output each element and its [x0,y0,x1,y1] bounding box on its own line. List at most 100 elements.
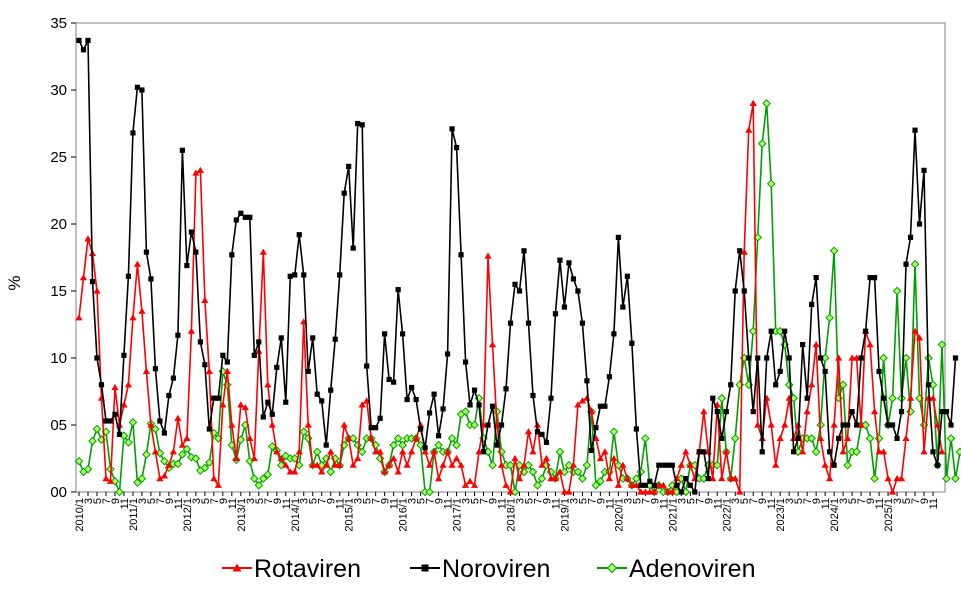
data-point-noroviren [701,449,707,455]
data-point-rotaviren [214,481,222,488]
data-point-noroviren [943,409,950,415]
x-tick-label: 9 [703,498,715,504]
data-point-noroviren [494,442,500,448]
x-tick-label: 9 [865,498,877,504]
data-point-rotaviren [403,461,411,468]
data-point-rotaviren [740,248,748,255]
x-tick-label: 3 [622,498,634,504]
data-point-noroviren [431,391,437,397]
x-tick-label: 2020/1 [613,498,625,532]
data-point-noroviren [530,392,536,399]
data-point-noroviren [620,304,626,310]
data-point-noroviren [287,273,293,279]
data-point-rotaviren [736,488,744,495]
data-point-rotaviren [767,421,775,428]
data-point-rotaviren [430,448,438,455]
data-point-noroviren [804,395,810,401]
data-point-rotaviren [574,401,582,408]
data-point-rotaviren [79,274,88,281]
data-point-noroviren [862,328,869,334]
legend-item-adenoviren: Adenoviren [597,555,755,583]
data-point-noroviren [161,430,168,436]
data-point-rotaviren [718,475,726,482]
data-point-noroviren [566,260,572,266]
data-point-rotaviren [888,488,897,495]
x-tick-label: 2022/1 [721,498,733,532]
x-tick-label: 7 [479,498,491,504]
x-tick-label: 5 [847,498,859,504]
x-tick-label: 7 [694,498,706,504]
x-tick-label: 11 [820,498,832,509]
data-point-rotaviren [129,314,137,321]
data-point-noroviren [112,411,118,417]
x-tick-label: 2019/1 [559,498,571,532]
data-point-noroviren [359,122,365,128]
data-point-noroviren [449,126,455,132]
data-point-noroviren [525,320,532,326]
x-tick-label: 9 [164,498,176,504]
x-tick-label: 7 [263,498,275,504]
series-rotaviren [75,99,946,495]
x-tick-label: 3 [245,498,257,504]
data-point-rotaviren [452,454,461,462]
data-point-rotaviren [156,475,164,482]
data-point-noroviren [602,403,608,409]
data-point-noroviren [665,462,671,468]
data-point-adenoviren [506,460,515,470]
data-point-noroviren [337,272,343,278]
data-point-noroviren [296,232,302,238]
data-point-rotaviren [920,448,928,455]
y-tick-label: 20 [50,216,67,233]
data-point-rotaviren [502,481,510,488]
data-point-noroviren [328,387,334,393]
data-point-adenoviren [137,474,147,483]
data-point-rotaviren [578,397,587,404]
data-point-adenoviren [596,476,605,486]
data-point-noroviren [238,210,244,216]
data-point-rotaviren [776,434,784,441]
data-point-noroviren [849,409,855,415]
data-point-noroviren [274,364,280,370]
data-point-rotaviren [425,461,434,468]
data-point-noroviren [197,339,203,345]
data-point-rotaviren [938,448,946,455]
data-point-noroviren [687,482,693,488]
data-point-noroviren [948,422,954,428]
data-point-adenoviren [160,456,169,466]
data-point-noroviren [818,355,824,361]
data-point-rotaviren [102,475,110,482]
data-point-noroviren [220,352,226,358]
legend-label: Rotaviren [254,555,361,583]
data-point-noroviren [952,355,959,361]
data-point-noroviren [179,147,185,153]
data-point-noroviren [157,418,163,424]
x-tick-label: 2018/1 [506,498,518,532]
data-point-rotaviren [304,421,312,428]
y-tick-label: 25 [50,149,67,166]
data-point-noroviren [170,375,176,381]
data-point-noroviren [373,425,379,431]
x-tick-label: 3 [784,498,796,504]
data-point-noroviren [350,245,356,251]
data-point-rotaviren [731,475,739,482]
data-point-noroviren [301,272,307,278]
data-point-adenoviren [88,436,97,446]
x-tick-label: 7 [101,498,113,504]
data-point-noroviren [413,396,419,403]
x-tick-label: 3 [568,498,580,504]
data-point-rotaviren [857,421,865,428]
data-point-noroviren [426,410,433,416]
series-layer [74,37,961,497]
data-point-noroviren [422,445,428,451]
x-tick-label: 7 [209,498,221,504]
x-tick-label: 9 [488,498,500,504]
data-point-rotaviren [915,334,924,341]
data-point-rotaviren [614,481,622,488]
data-point-adenoviren [892,286,902,296]
data-point-noroviren [880,395,887,401]
data-point-adenoviren [263,470,273,479]
data-point-rotaviren [313,461,321,468]
data-point-rotaviren [461,481,470,488]
data-point-adenoviren [852,447,861,457]
data-point-rotaviren [192,169,200,176]
